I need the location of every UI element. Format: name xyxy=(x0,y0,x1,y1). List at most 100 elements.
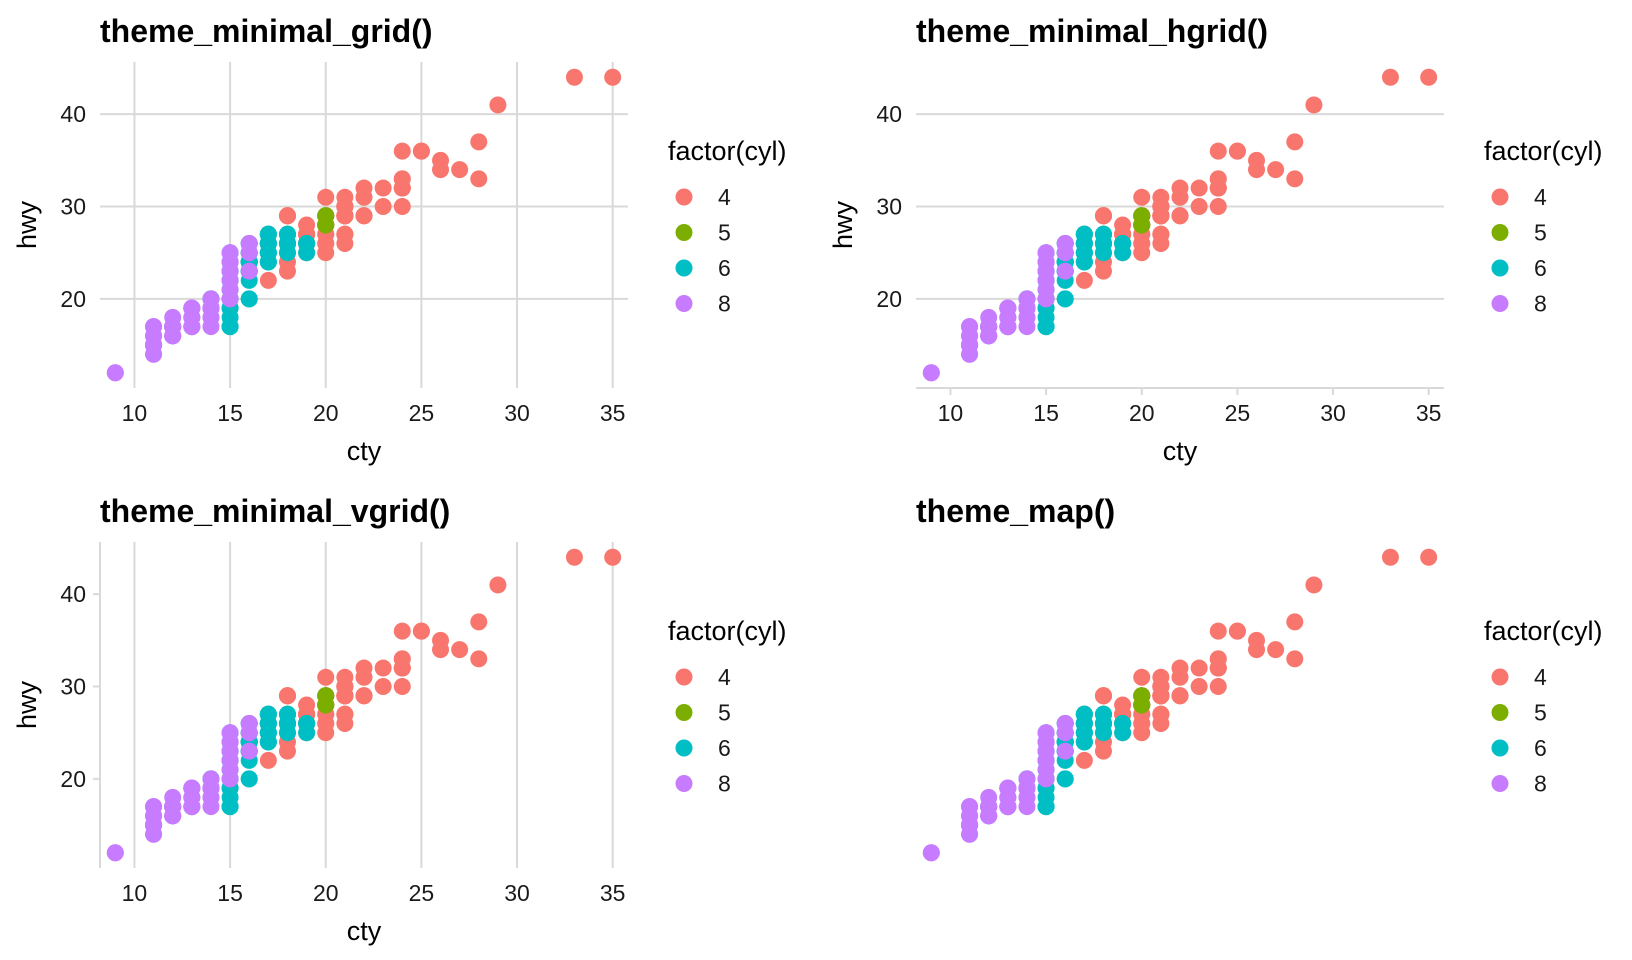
data-point-cyl-4 xyxy=(470,133,488,151)
data-point-cyl-4 xyxy=(374,678,392,696)
data-point-cyl-4 xyxy=(374,179,392,197)
legend-label: 4 xyxy=(1534,184,1547,210)
legend-label: 6 xyxy=(1534,255,1547,281)
x-tick-label: 35 xyxy=(600,880,626,906)
chart-panel: theme_minimal_hgrid() 10 15 20 25 30 35 20 30 40 c… xyxy=(828,13,1603,466)
legend-label: 4 xyxy=(718,664,731,690)
legend-label: 5 xyxy=(1534,700,1547,726)
legend-label: 5 xyxy=(1534,220,1547,246)
data-point-cyl-6 xyxy=(1114,714,1132,732)
data-point-cyl-6 xyxy=(259,714,277,732)
data-point-cyl-4 xyxy=(1286,613,1304,631)
y-tick-label: 30 xyxy=(876,194,902,220)
data-point-cyl-4 xyxy=(1152,225,1170,243)
data-point-cyl-4 xyxy=(1190,678,1208,696)
data-point-cyl-4 xyxy=(336,705,354,723)
y-tick-label: 40 xyxy=(876,101,902,127)
data-point-cyl-4 xyxy=(278,262,296,280)
data-point-cyl-4 xyxy=(470,170,488,188)
y-tick-label: 20 xyxy=(60,766,86,792)
data-point-cyl-4 xyxy=(565,68,583,86)
legend-key-6 xyxy=(675,739,693,757)
data-point-cyl-8 xyxy=(999,308,1017,326)
legend-label: 8 xyxy=(1534,771,1547,797)
data-point-cyl-4 xyxy=(336,687,354,705)
data-point-cyl-8 xyxy=(961,798,979,816)
x-tick-label: 15 xyxy=(217,400,243,426)
data-point-cyl-4 xyxy=(1209,678,1227,696)
data-point-cyl-8 xyxy=(183,788,201,806)
data-point-cyl-8 xyxy=(922,364,940,382)
data-point-cyl-4 xyxy=(1209,659,1227,677)
data-point-cyl-4 xyxy=(412,142,430,160)
data-point-cyl-4 xyxy=(393,198,411,216)
x-tick-label: 30 xyxy=(504,400,530,426)
x-tick-label: 10 xyxy=(938,400,964,426)
legend-label: 8 xyxy=(1534,291,1547,317)
data-point-cyl-4 xyxy=(317,244,335,262)
y-tick-label: 40 xyxy=(60,101,86,127)
data-point-cyl-4 xyxy=(432,161,450,179)
data-point-cyl-8 xyxy=(145,318,163,336)
data-point-cyl-4 xyxy=(1286,170,1304,188)
data-point-cyl-4 xyxy=(1420,68,1438,86)
data-point-cyl-6 xyxy=(240,770,258,788)
data-point-cyl-8 xyxy=(1056,742,1074,760)
x-tick-label: 30 xyxy=(504,880,530,906)
data-point-cyl-8 xyxy=(1018,299,1036,317)
data-point-cyl-8 xyxy=(202,299,220,317)
data-point-cyl-4 xyxy=(1171,659,1189,677)
data-point-cyl-4 xyxy=(317,724,335,742)
x-axis-title: cty xyxy=(347,436,382,466)
legend-label: 4 xyxy=(1534,664,1547,690)
data-point-cyl-4 xyxy=(1152,687,1170,705)
data-point-cyl-8 xyxy=(1056,244,1074,262)
data-point-cyl-5 xyxy=(317,207,335,225)
data-point-cyl-6 xyxy=(1114,234,1132,252)
data-point-cyl-6 xyxy=(1075,714,1093,732)
data-point-cyl-8 xyxy=(1037,770,1055,788)
x-tick-label: 25 xyxy=(1225,400,1251,426)
data-point-cyl-4 xyxy=(1133,188,1151,206)
data-point-cyl-4 xyxy=(355,687,373,705)
data-point-cyl-4 xyxy=(604,68,622,86)
data-point-cyl-4 xyxy=(393,622,411,640)
data-point-cyl-6 xyxy=(1094,724,1112,742)
data-point-cyl-4 xyxy=(1228,142,1246,160)
data-point-cyl-4 xyxy=(1381,68,1399,86)
legend-title: factor(cyl) xyxy=(668,616,787,646)
data-point-cyl-4 xyxy=(374,198,392,216)
data-point-cyl-4 xyxy=(1075,751,1093,769)
legend-key-4 xyxy=(1491,188,1509,206)
panel-title: theme_minimal_grid() xyxy=(100,13,433,49)
data-point-cyl-8 xyxy=(1037,253,1055,271)
data-point-cyl-4 xyxy=(432,641,450,659)
data-point-cyl-4 xyxy=(393,659,411,677)
data-point-cyl-4 xyxy=(1133,668,1151,686)
data-point-cyl-4 xyxy=(355,207,373,225)
data-point-cyl-4 xyxy=(1075,271,1093,289)
data-point-cyl-5 xyxy=(1133,687,1151,705)
x-tick-label: 20 xyxy=(313,880,339,906)
data-point-cyl-8 xyxy=(240,724,258,742)
data-point-cyl-4 xyxy=(604,548,622,566)
data-point-cyl-4 xyxy=(355,179,373,197)
data-point-cyl-4 xyxy=(1190,659,1208,677)
data-point-cyl-4 xyxy=(278,742,296,760)
data-point-cyl-4 xyxy=(489,96,507,114)
data-point-cyl-8 xyxy=(183,308,201,326)
data-point-cyl-4 xyxy=(1267,641,1285,659)
data-point-cyl-8 xyxy=(221,253,239,271)
data-point-cyl-4 xyxy=(278,207,296,225)
legend-key-4 xyxy=(1491,668,1509,686)
data-point-cyl-4 xyxy=(1190,198,1208,216)
legend-key-8 xyxy=(1491,775,1509,792)
data-point-cyl-5 xyxy=(1133,207,1151,225)
data-point-cyl-4 xyxy=(1381,548,1399,566)
data-point-cyl-8 xyxy=(164,327,182,345)
data-point-cyl-8 xyxy=(202,779,220,797)
y-tick-label: 40 xyxy=(60,581,86,607)
y-axis-title: hwy xyxy=(12,200,42,249)
legend-label: 6 xyxy=(718,735,731,761)
data-point-cyl-4 xyxy=(259,271,277,289)
